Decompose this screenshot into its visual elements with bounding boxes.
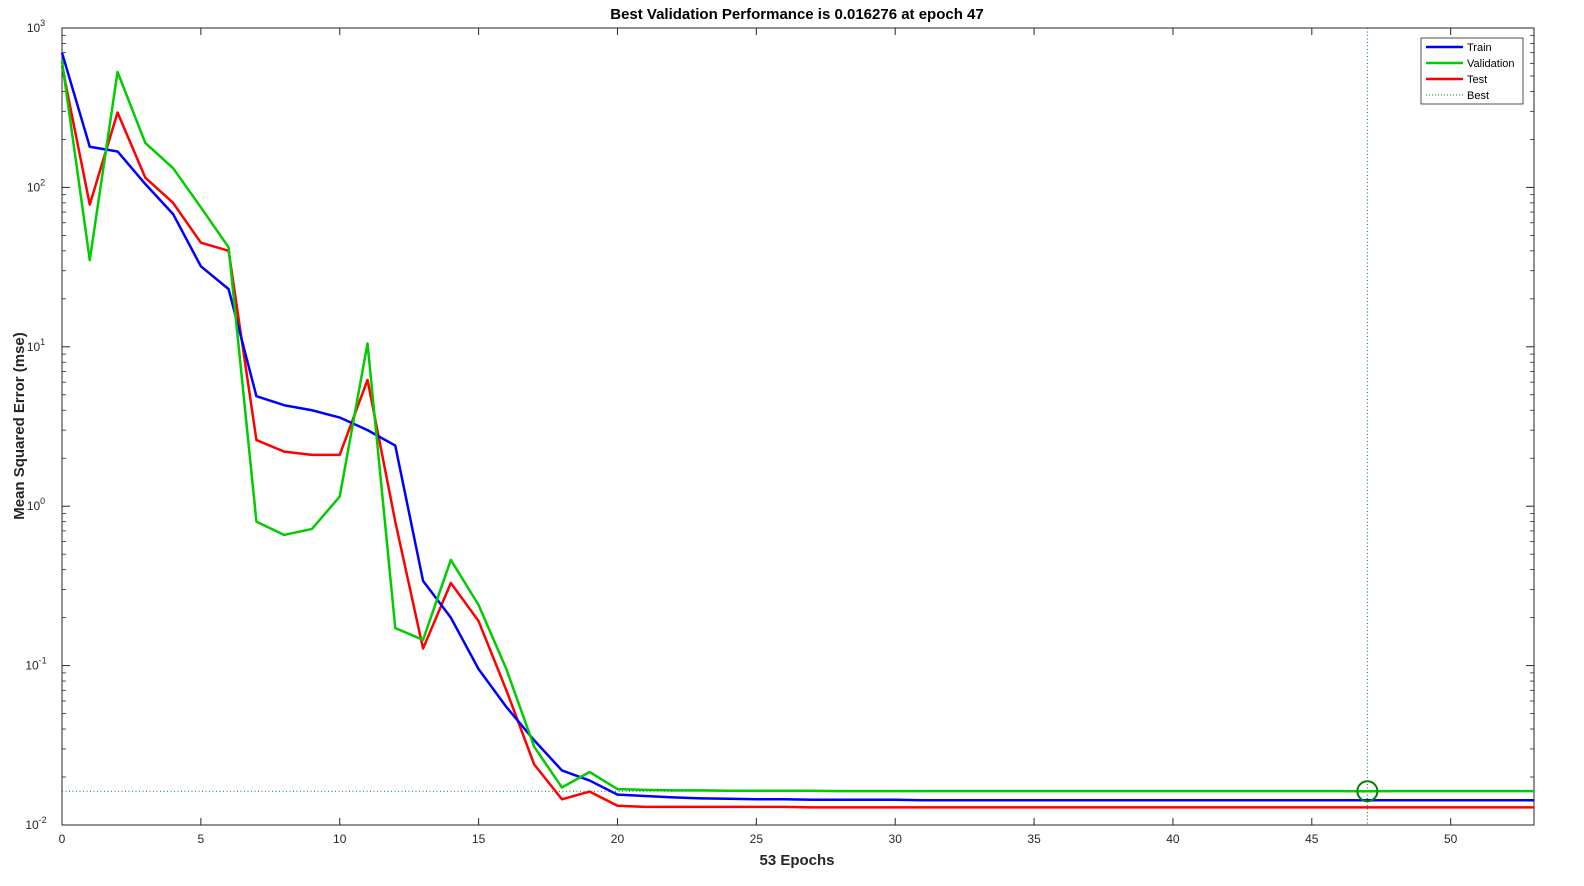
y-tick-label: 10-2 — [25, 815, 46, 832]
x-tick-label: 10 — [333, 832, 347, 846]
y-tick-base: 10 — [27, 340, 41, 354]
y-tick-base: 10 — [25, 659, 39, 673]
legend: Train Validation Test Best — [1420, 37, 1524, 105]
legend-box — [1420, 37, 1524, 105]
legend-validation-label: Validation — [1467, 58, 1515, 70]
x-tick-label: 50 — [1444, 832, 1458, 846]
y-tick-label: 102 — [27, 177, 45, 194]
plot-area: 0 5 10 15 20 25 30 35 40 45 50 10-210-110010110210… — [25, 18, 1535, 846]
x-tick-label: 20 — [611, 832, 625, 846]
x-tick-label: 40 — [1166, 832, 1180, 846]
x-tick-label: 25 — [750, 832, 764, 846]
y-tick-exponent: 2 — [40, 177, 45, 187]
axes-box — [61, 27, 1535, 826]
legend-test-label: Test — [1467, 74, 1487, 86]
x-tick-label: 45 — [1305, 832, 1319, 846]
x-tick-label: 30 — [889, 832, 903, 846]
x-tick-label: 5 — [198, 832, 205, 846]
y-tick-base: 10 — [25, 818, 39, 832]
series-lines — [60, 52, 1534, 809]
series-line-train — [60, 52, 1534, 802]
y-tick-label: 10-1 — [25, 656, 46, 673]
x-axis-ticks: 0 5 10 15 20 25 30 35 40 45 50 — [59, 28, 1458, 846]
y-tick-exponent: 3 — [40, 18, 45, 28]
y-tick-exponent: 1 — [40, 337, 45, 347]
x-axis-label: 53 Epochs — [759, 852, 834, 869]
y-axis-label: Mean Squared Error (mse) — [11, 332, 28, 520]
best-point-marker — [1356, 780, 1379, 803]
y-tick-label: 103 — [27, 18, 45, 35]
legend-train-label: Train — [1467, 42, 1492, 54]
y-tick-base: 10 — [27, 180, 41, 194]
legend-best-label: Best — [1467, 90, 1489, 102]
x-tick-label: 15 — [472, 832, 486, 846]
series-line-test — [60, 65, 1534, 809]
y-tick-exponent: -2 — [39, 815, 47, 825]
y-tick-base: 10 — [27, 21, 41, 35]
best-marker-group — [62, 28, 1368, 825]
y-tick-exponent: -1 — [39, 656, 47, 666]
x-tick-label: 0 — [59, 832, 66, 846]
y-tick-base: 10 — [27, 499, 41, 513]
y-tick-exponent: 0 — [40, 496, 45, 506]
x-tick-label: 35 — [1027, 832, 1041, 846]
series-line-validation — [60, 60, 1534, 793]
y-tick-label: 100 — [27, 496, 45, 513]
chart-title: Best Validation Performance is 0.016276 … — [610, 6, 984, 23]
y-tick-label: 101 — [27, 337, 45, 354]
